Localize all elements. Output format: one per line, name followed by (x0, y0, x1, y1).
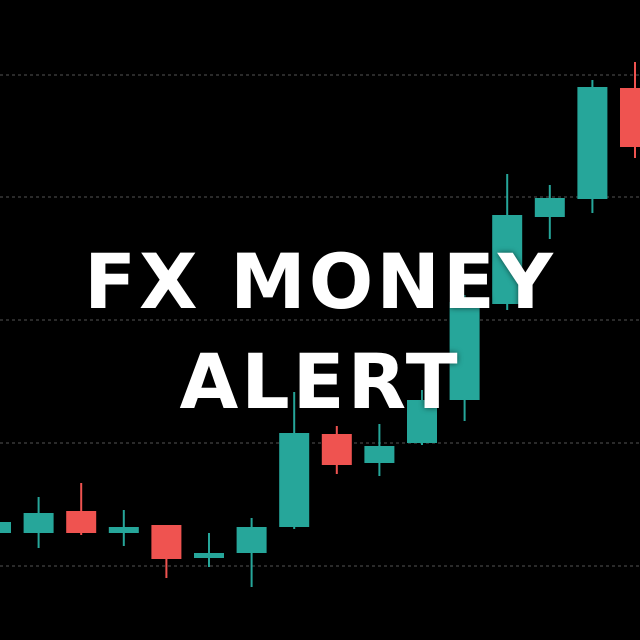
candle-bullish (449, 295, 480, 421)
candle-body (492, 215, 523, 304)
candle-body (66, 511, 97, 533)
candle-bullish (534, 185, 565, 239)
candle-body (407, 400, 437, 443)
candle-body (620, 88, 640, 147)
candle-body (0, 522, 11, 533)
candle-body (321, 434, 352, 465)
candle-bullish (194, 533, 224, 567)
candle-bullish (577, 80, 608, 213)
candle-bullish (279, 392, 310, 529)
candle-bullish (407, 390, 437, 445)
candle-body (236, 527, 267, 553)
candle-body (577, 87, 608, 199)
candle-body (194, 553, 224, 558)
candle-bearish (321, 426, 352, 474)
candle-body (23, 513, 54, 533)
candle-body (151, 525, 182, 559)
candle-bullish (108, 510, 139, 546)
candle-body (534, 198, 565, 217)
candle-body (108, 527, 139, 533)
candle-bullish (23, 497, 54, 548)
candle-bearish (620, 62, 640, 158)
candle-body (364, 446, 395, 463)
candle-bullish (236, 518, 267, 587)
candle-bearish (151, 525, 182, 578)
candle-body (279, 433, 310, 527)
candle-bullish (492, 174, 523, 310)
candle-bullish (0, 522, 11, 533)
candle-bullish (364, 424, 395, 476)
candle-bearish (66, 483, 97, 535)
candle-body (449, 302, 480, 400)
